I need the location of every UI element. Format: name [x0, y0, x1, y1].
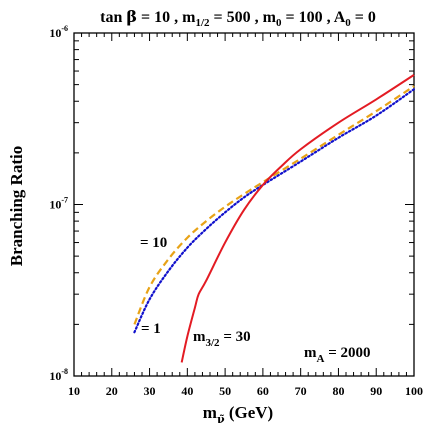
annotation-m32-30: m3/2 = 30	[193, 329, 251, 349]
x-tick-label: 80	[332, 384, 344, 398]
y-axis-label: Branching Ratio	[7, 146, 26, 266]
x-tick-label: 40	[181, 384, 193, 398]
x-tick-label: 20	[106, 384, 118, 398]
series-line-dashed	[133, 85, 415, 325]
x-tick-label: 10	[68, 384, 80, 398]
x-tick-labels: 10 20 30 40 50 60 70 80 90 100	[68, 384, 423, 398]
x-tick-label: 30	[144, 384, 156, 398]
y-tick-label: 10-6	[49, 24, 68, 40]
x-tick-label: 70	[295, 384, 307, 398]
annotation-ma: mA = 2000	[304, 345, 371, 365]
annotation-m32-10: = 10	[140, 235, 167, 251]
series-line-solid	[180, 74, 415, 363]
x-tick-label: 60	[257, 384, 269, 398]
series-line-dotted	[133, 88, 416, 334]
axis-ticks	[73, 33, 415, 377]
series-lines	[133, 74, 416, 363]
x-tick-label: 90	[370, 384, 382, 398]
x-tick-label: 50	[219, 384, 231, 398]
y-tick-label: 10-8	[49, 367, 68, 383]
plot-frame	[73, 32, 415, 377]
x-axis-label: mν̃ (GeV)	[203, 403, 273, 426]
chart-title: tan β = 10 , m1/2 = 500 , m0 = 100 , A0 …	[100, 7, 376, 29]
annotation-m32-1: = 1	[141, 321, 161, 337]
x-tick-label: 100	[405, 384, 423, 398]
y-tick-label: 10-7	[49, 196, 68, 212]
y-tick-labels: 10-6 10-7 10-8	[49, 24, 68, 383]
